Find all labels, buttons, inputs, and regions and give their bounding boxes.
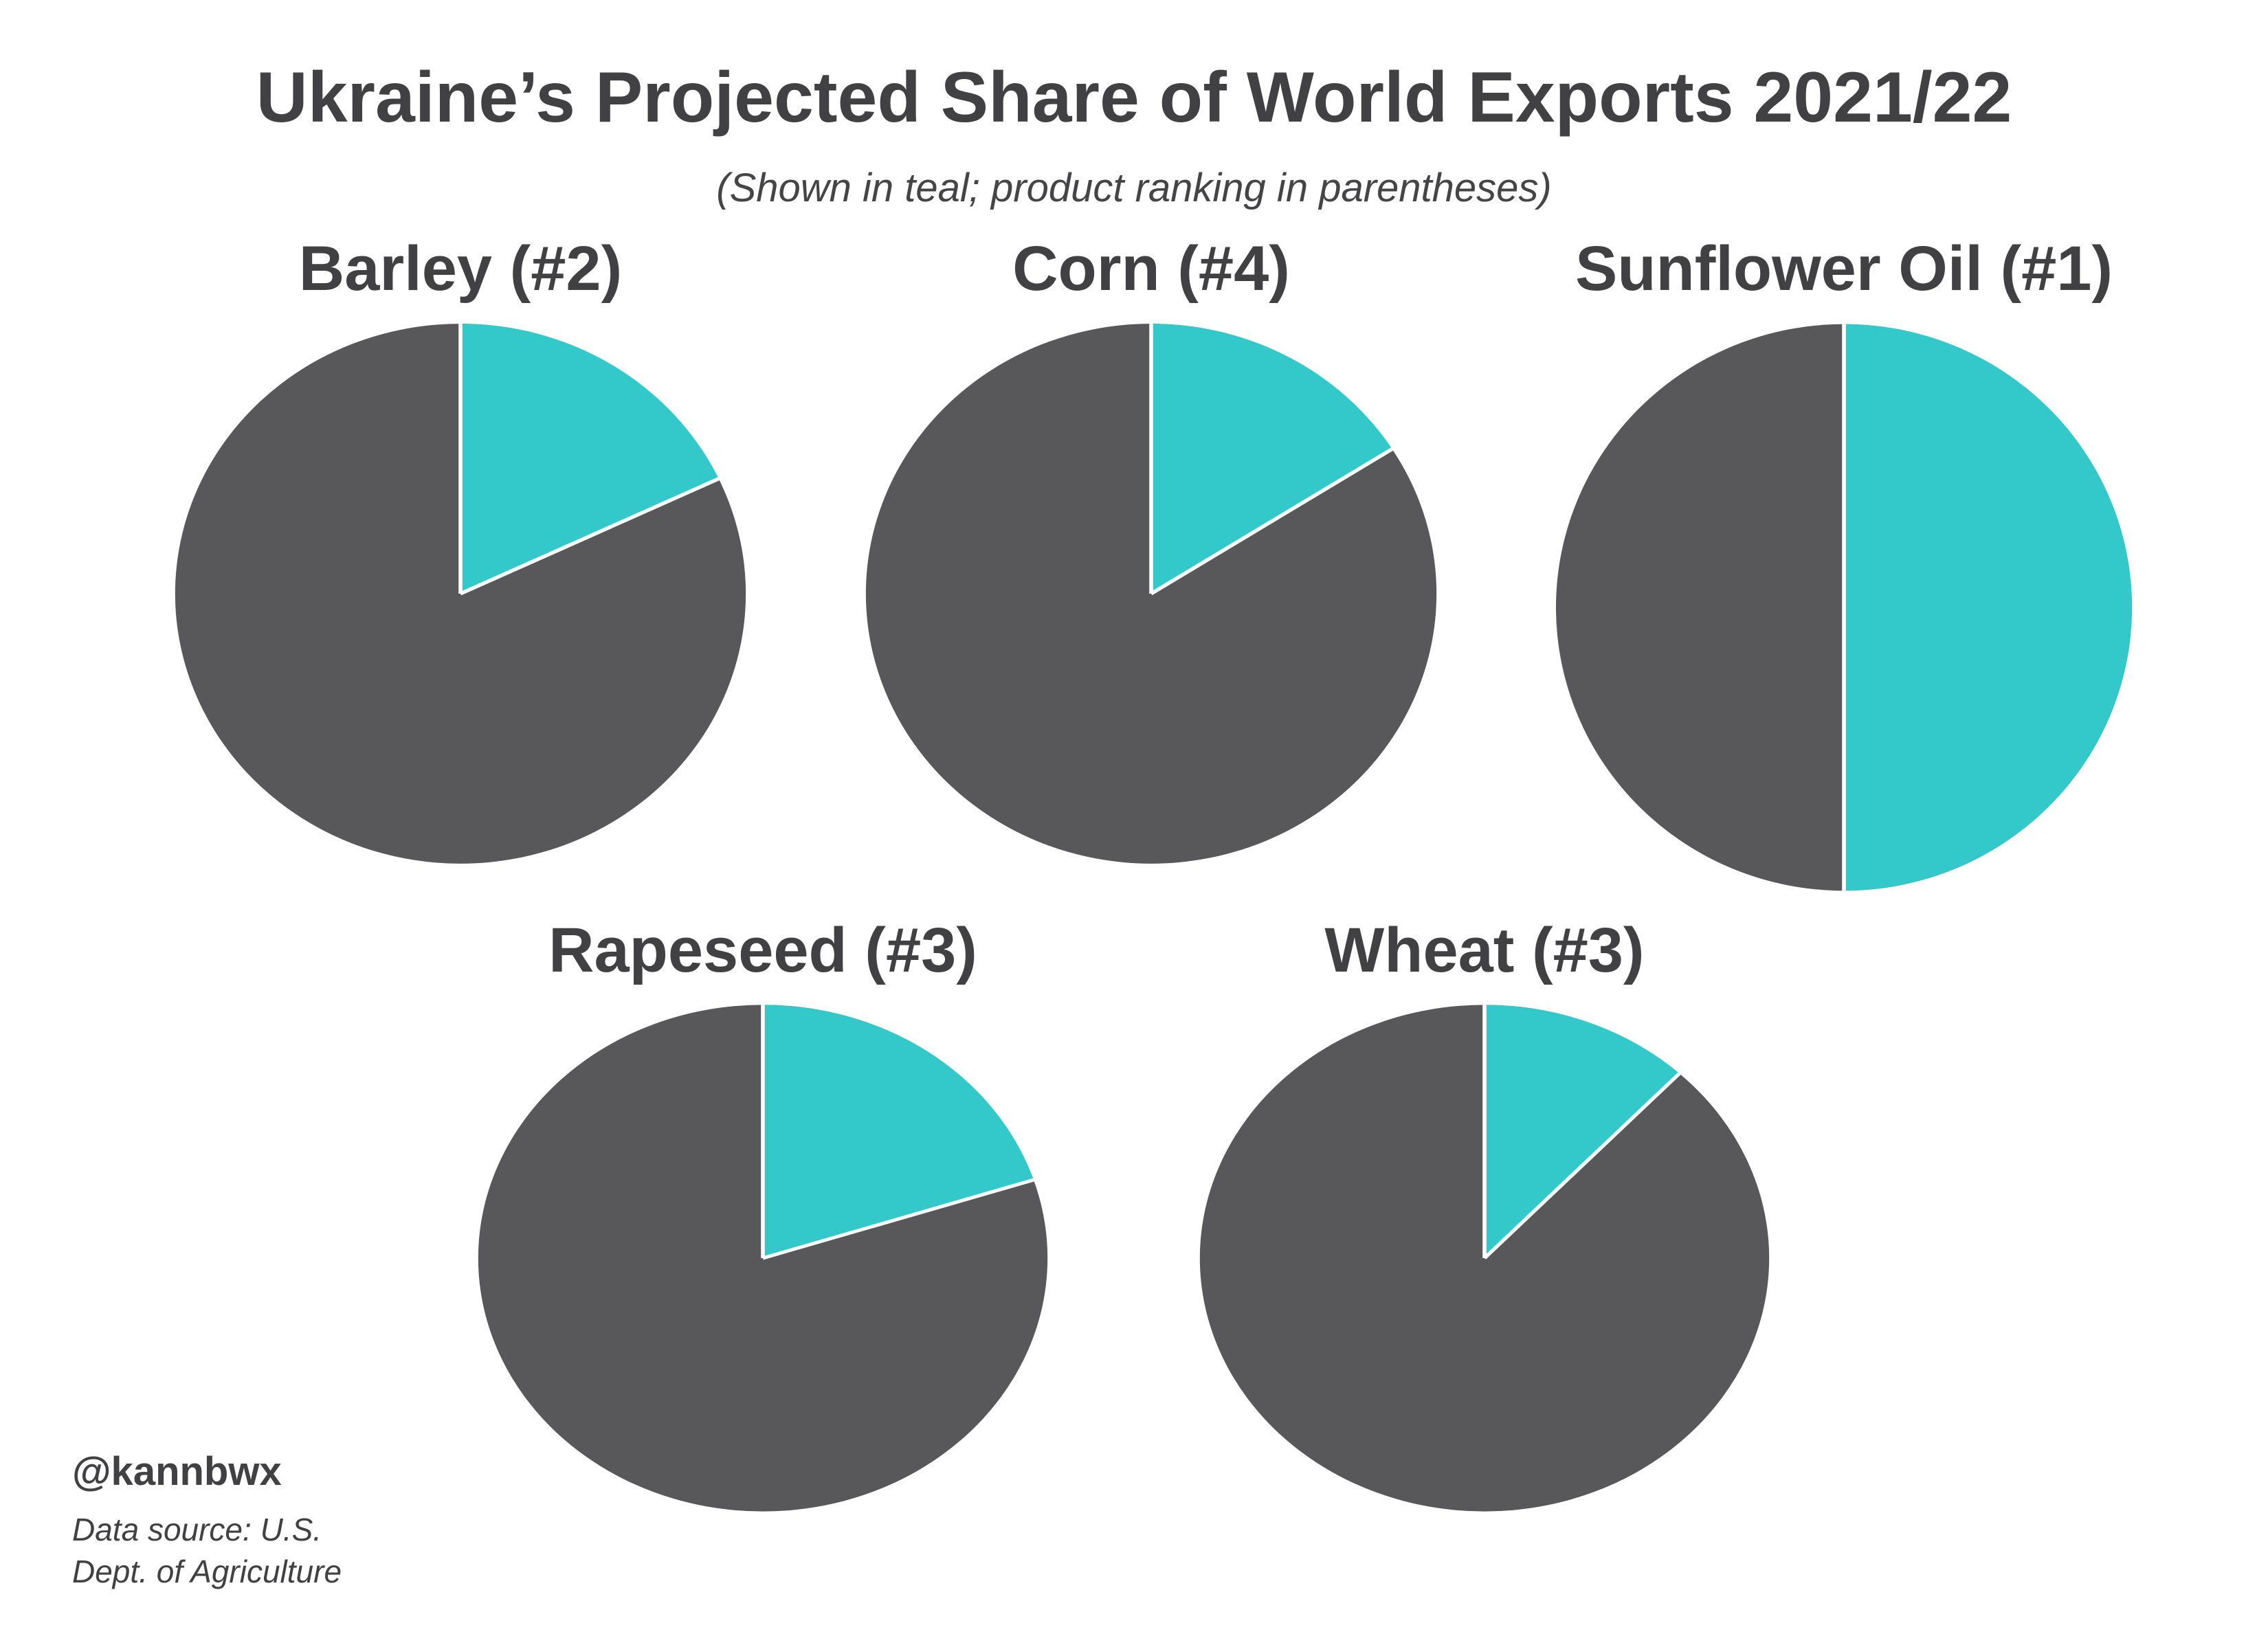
pie-title-barley: Barley (#2) — [298, 234, 623, 304]
credit-handle: @kannbwx — [72, 1449, 282, 1494]
pie-title-wheat: Wheat (#3) — [1324, 915, 1645, 985]
data-source-line1: Data source: U.S. — [72, 1512, 322, 1547]
pie-chart-rapeseed — [478, 1005, 1048, 1512]
pie-title-sunflower-oil: Sunflower Oil (#1) — [1575, 234, 2113, 304]
data-source: Data source: U.S. Dept. of Agriculture — [72, 1509, 342, 1593]
data-source-line2: Dept. of Agriculture — [72, 1554, 342, 1590]
pie-figure-rapeseed: Rapeseed (#3) — [469, 919, 1056, 1519]
pie-figure-sunflower-oil: Sunflower Oil (#1) — [1547, 237, 2141, 899]
pie-figure-wheat: Wheat (#3) — [1191, 919, 1778, 1519]
pie-figure-corn: Corn (#4) — [857, 237, 1445, 872]
pie-chart-corn — [865, 324, 1437, 864]
pie-figure-barley: Barley (#2) — [166, 237, 755, 872]
pie-title-rapeseed: Rapeseed (#3) — [548, 915, 977, 985]
pie-chart-sunflower-oil — [1555, 324, 2133, 891]
chart-title: Ukraine’s Projected Share of World Expor… — [256, 58, 2012, 137]
chart-subtitle: (Shown in teal; product ranking in paren… — [716, 166, 1552, 210]
pie-chart-barley — [175, 324, 746, 864]
pie-chart-wheat — [1199, 1005, 1770, 1512]
pie-title-corn: Corn (#4) — [1012, 234, 1290, 304]
